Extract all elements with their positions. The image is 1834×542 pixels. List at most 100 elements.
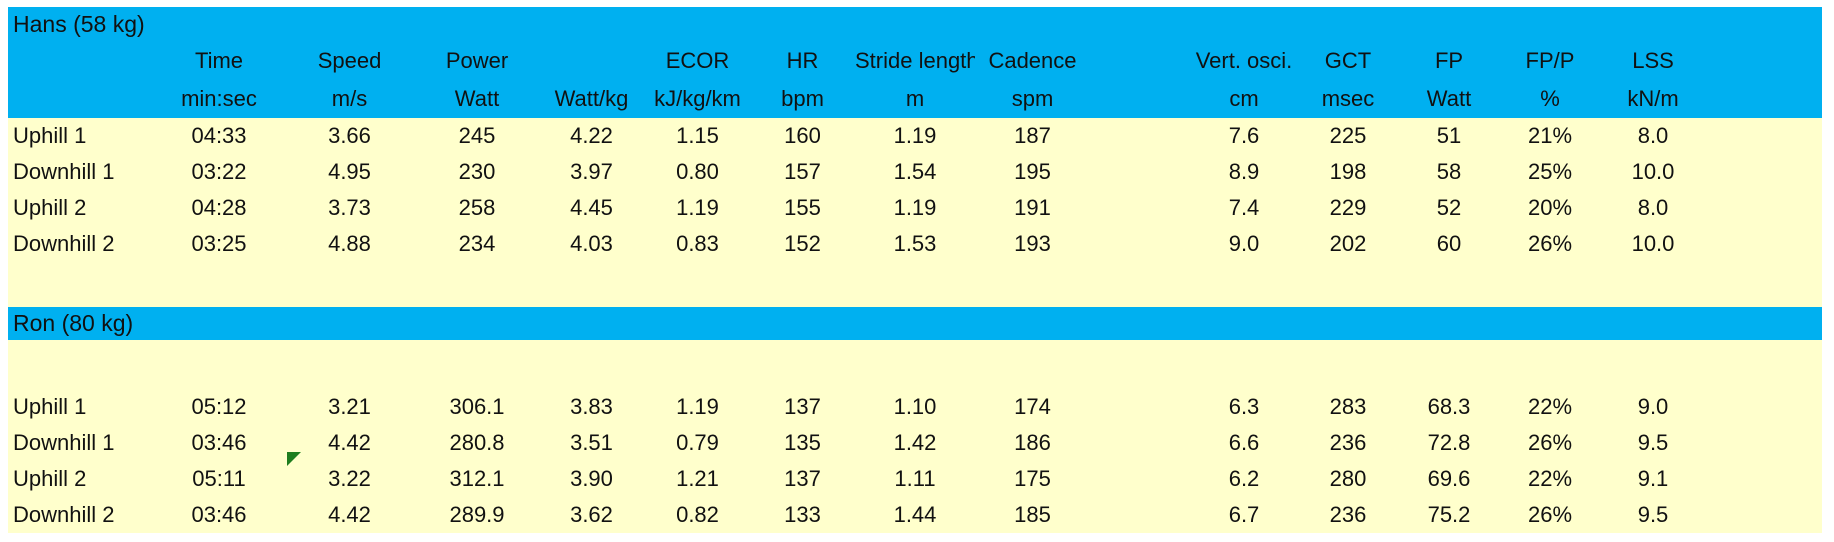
- cell[interactable]: 3.21: [283, 389, 416, 425]
- column-unit[interactable]: Watt/kg: [538, 80, 645, 118]
- column-unit[interactable]: [1090, 80, 1190, 118]
- cell[interactable]: 289.9: [416, 497, 538, 533]
- cell[interactable]: 3.73: [283, 190, 416, 226]
- cell[interactable]: 225: [1298, 118, 1398, 154]
- cell[interactable]: 04:28: [155, 190, 283, 226]
- cell[interactable]: 68.3: [1398, 389, 1500, 425]
- cell[interactable]: 3.83: [538, 389, 645, 425]
- cell[interactable]: 155: [750, 190, 855, 226]
- cell[interactable]: 8.9: [1190, 154, 1298, 190]
- row-label[interactable]: Downhill 2: [8, 497, 155, 533]
- cell[interactable]: 26%: [1500, 226, 1600, 262]
- cell[interactable]: 312.1: [416, 461, 538, 497]
- cell[interactable]: 4.03: [538, 226, 645, 262]
- cell[interactable]: 69.6: [1398, 461, 1500, 497]
- cell[interactable]: [1090, 497, 1190, 533]
- cell[interactable]: 6.2: [1190, 461, 1298, 497]
- cell[interactable]: 25%: [1500, 154, 1600, 190]
- column-unit[interactable]: kN/m: [1600, 80, 1706, 118]
- cell[interactable]: 60: [1398, 226, 1500, 262]
- cell[interactable]: [1706, 461, 1823, 497]
- cell[interactable]: 9.5: [1600, 497, 1706, 533]
- cell[interactable]: 10.0: [1600, 226, 1706, 262]
- column-header[interactable]: Vert. osci.: [1190, 43, 1298, 80]
- column-header[interactable]: [8, 43, 155, 80]
- cell[interactable]: [1706, 389, 1823, 425]
- cell[interactable]: 187: [975, 118, 1090, 154]
- cell[interactable]: 4.88: [283, 226, 416, 262]
- cell[interactable]: 306.1: [416, 389, 538, 425]
- cell[interactable]: 1.53: [855, 226, 975, 262]
- column-header[interactable]: Stride length: [855, 43, 975, 80]
- cell[interactable]: 229: [1298, 190, 1398, 226]
- cell[interactable]: 26%: [1500, 497, 1600, 533]
- cell[interactable]: 03:46: [155, 497, 283, 533]
- cell[interactable]: 3.22: [283, 461, 416, 497]
- cell[interactable]: 51: [1398, 118, 1500, 154]
- cell[interactable]: 3.97: [538, 154, 645, 190]
- blank-row[interactable]: [8, 262, 1823, 307]
- cell[interactable]: 22%: [1500, 461, 1600, 497]
- cell[interactable]: 8.0: [1600, 190, 1706, 226]
- cell[interactable]: 202: [1298, 226, 1398, 262]
- row-label[interactable]: Downhill 1: [8, 154, 155, 190]
- cell[interactable]: [1706, 425, 1823, 461]
- cell[interactable]: 0.82: [645, 497, 750, 533]
- cell[interactable]: [1706, 118, 1823, 154]
- cell[interactable]: 8.0: [1600, 118, 1706, 154]
- cell[interactable]: [1090, 425, 1190, 461]
- cell[interactable]: [1090, 190, 1190, 226]
- cell[interactable]: 7.6: [1190, 118, 1298, 154]
- column-unit[interactable]: bpm: [750, 80, 855, 118]
- blank-row[interactable]: [8, 340, 1823, 389]
- cell[interactable]: 9.5: [1600, 425, 1706, 461]
- cell[interactable]: 1.10: [855, 389, 975, 425]
- section-title-hans[interactable]: Hans (58 kg): [8, 7, 1823, 43]
- column-header[interactable]: HR: [750, 43, 855, 80]
- cell[interactable]: 283: [1298, 389, 1398, 425]
- cell[interactable]: 175: [975, 461, 1090, 497]
- cell[interactable]: 3.90: [538, 461, 645, 497]
- cell[interactable]: 21%: [1500, 118, 1600, 154]
- column-unit[interactable]: [8, 80, 155, 118]
- row-label[interactable]: Uphill 2: [8, 461, 155, 497]
- column-header[interactable]: FP/P: [1500, 43, 1600, 80]
- cell[interactable]: 75.2: [1398, 497, 1500, 533]
- cell[interactable]: 1.19: [645, 389, 750, 425]
- column-header[interactable]: [538, 43, 645, 80]
- column-unit[interactable]: min:sec: [155, 80, 283, 118]
- cell[interactable]: 4.42: [283, 425, 416, 461]
- cell[interactable]: 133: [750, 497, 855, 533]
- cell[interactable]: 1.44: [855, 497, 975, 533]
- cell[interactable]: 152: [750, 226, 855, 262]
- cell[interactable]: [1706, 190, 1823, 226]
- cell[interactable]: 1.19: [855, 190, 975, 226]
- cell[interactable]: 03:46: [155, 425, 283, 461]
- cell[interactable]: 230: [416, 154, 538, 190]
- column-unit[interactable]: Watt: [416, 80, 538, 118]
- cell[interactable]: 03:22: [155, 154, 283, 190]
- cell[interactable]: 0.83: [645, 226, 750, 262]
- column-header[interactable]: Time: [155, 43, 283, 80]
- cell[interactable]: 9.1: [1600, 461, 1706, 497]
- cell[interactable]: 245: [416, 118, 538, 154]
- cell[interactable]: 4.45: [538, 190, 645, 226]
- cell[interactable]: 1.19: [645, 190, 750, 226]
- cell[interactable]: 0.80: [645, 154, 750, 190]
- cell[interactable]: 9.0: [1600, 389, 1706, 425]
- cell[interactable]: 258: [416, 190, 538, 226]
- cell[interactable]: 236: [1298, 497, 1398, 533]
- cell[interactable]: 234: [416, 226, 538, 262]
- cell[interactable]: 4.22: [538, 118, 645, 154]
- cell[interactable]: 3.66: [283, 118, 416, 154]
- row-label[interactable]: Uphill 1: [8, 389, 155, 425]
- column-unit[interactable]: cm: [1190, 80, 1298, 118]
- cell[interactable]: 280.8: [416, 425, 538, 461]
- column-header[interactable]: LSS: [1600, 43, 1706, 80]
- column-unit[interactable]: Watt: [1398, 80, 1500, 118]
- column-unit[interactable]: m: [855, 80, 975, 118]
- cell[interactable]: 174: [975, 389, 1090, 425]
- cell[interactable]: 191: [975, 190, 1090, 226]
- cell[interactable]: 135: [750, 425, 855, 461]
- cell[interactable]: 04:33: [155, 118, 283, 154]
